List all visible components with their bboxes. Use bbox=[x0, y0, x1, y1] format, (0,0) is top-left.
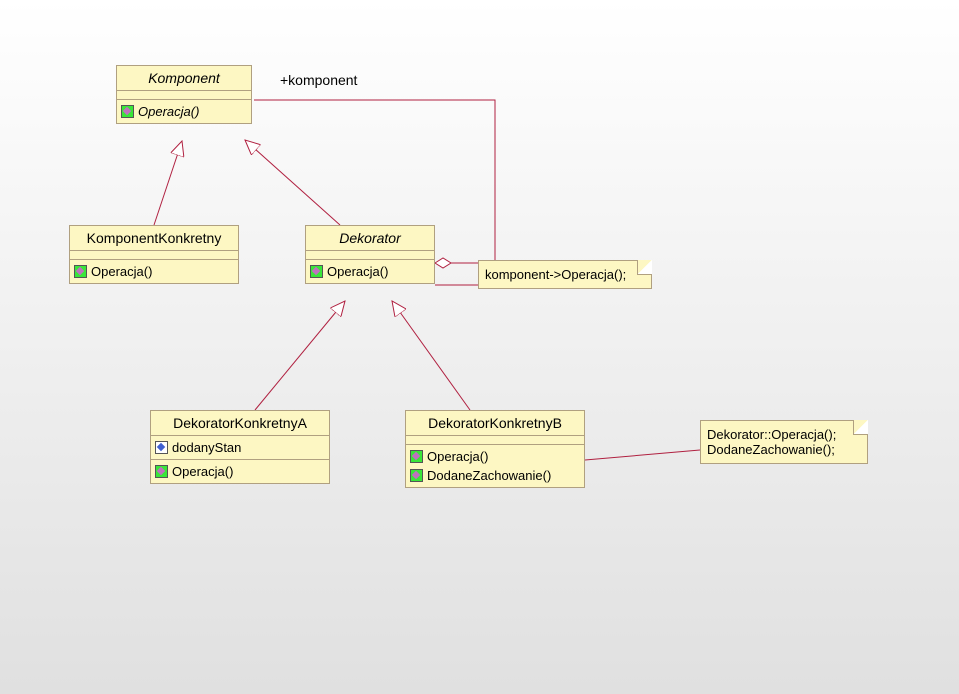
op-label: DodaneZachowanie() bbox=[427, 468, 551, 483]
operation-icon bbox=[74, 265, 87, 278]
op-row: Operacja() bbox=[155, 462, 325, 481]
note-line: DodaneZachowanie(); bbox=[707, 442, 861, 457]
edge-gen-b-dekorator bbox=[392, 301, 470, 410]
class-title: KomponentKonkretny bbox=[70, 226, 238, 251]
note-text: komponent->Operacja(); bbox=[485, 267, 626, 282]
class-title: Komponent bbox=[117, 66, 251, 91]
op-row: Operacja() bbox=[410, 447, 580, 466]
class-ops: Operacja() bbox=[70, 260, 238, 283]
op-row: DodaneZachowanie() bbox=[410, 466, 580, 485]
edge-gen-dekorator-komponent bbox=[245, 140, 340, 225]
class-komponent: Komponent Operacja() bbox=[116, 65, 252, 124]
diagram-canvas: +komponent Komponent Operacja() Komponen… bbox=[0, 0, 959, 694]
note-dekorator-operacja: Dekorator::Operacja(); DodaneZachowanie(… bbox=[700, 420, 868, 464]
class-ops: Operacja() bbox=[306, 260, 434, 283]
op-label: Operacja() bbox=[91, 264, 152, 279]
attr-label: dodanyStan bbox=[172, 440, 241, 455]
class-attrs bbox=[117, 91, 251, 100]
attribute-icon bbox=[155, 441, 168, 454]
class-attrs bbox=[406, 436, 584, 445]
class-attrs: dodanyStan bbox=[151, 436, 329, 460]
assoc-label-komponent: +komponent bbox=[280, 72, 357, 88]
class-ops: Operacja() bbox=[151, 460, 329, 483]
op-label: Operacja() bbox=[172, 464, 233, 479]
class-attrs bbox=[306, 251, 434, 260]
op-label: Operacja() bbox=[327, 264, 388, 279]
class-ops: Operacja() DodaneZachowanie() bbox=[406, 445, 584, 487]
attr-row: dodanyStan bbox=[155, 438, 325, 457]
operation-icon bbox=[410, 469, 423, 482]
operation-icon bbox=[310, 265, 323, 278]
operation-icon bbox=[410, 450, 423, 463]
op-row: Operacja() bbox=[121, 102, 247, 121]
class-dekorator-b: DekoratorKonkretnyB Operacja() DodaneZac… bbox=[405, 410, 585, 488]
op-label: Operacja() bbox=[138, 104, 199, 119]
class-ops: Operacja() bbox=[117, 100, 251, 123]
edge-gen-a-dekorator bbox=[255, 301, 345, 410]
note-line: Dekorator::Operacja(); bbox=[707, 427, 861, 442]
edge-note2-anchor bbox=[585, 450, 700, 460]
op-label: Operacja() bbox=[427, 449, 488, 464]
class-dekorator-a: DekoratorKonkretnyA dodanyStan Operacja(… bbox=[150, 410, 330, 484]
op-row: Operacja() bbox=[310, 262, 430, 281]
class-title: DekoratorKonkretnyB bbox=[406, 411, 584, 436]
class-attrs bbox=[70, 251, 238, 260]
class-dekorator: Dekorator Operacja() bbox=[305, 225, 435, 284]
class-komponent-konkretny: KomponentKonkretny Operacja() bbox=[69, 225, 239, 284]
operation-icon bbox=[155, 465, 168, 478]
edge-gen-konkretny-komponent bbox=[154, 141, 182, 225]
class-title: Dekorator bbox=[306, 226, 434, 251]
class-title: DekoratorKonkretnyA bbox=[151, 411, 329, 436]
operation-icon bbox=[121, 105, 134, 118]
op-row: Operacja() bbox=[74, 262, 234, 281]
note-komponent-operacja: komponent->Operacja(); bbox=[478, 260, 652, 289]
